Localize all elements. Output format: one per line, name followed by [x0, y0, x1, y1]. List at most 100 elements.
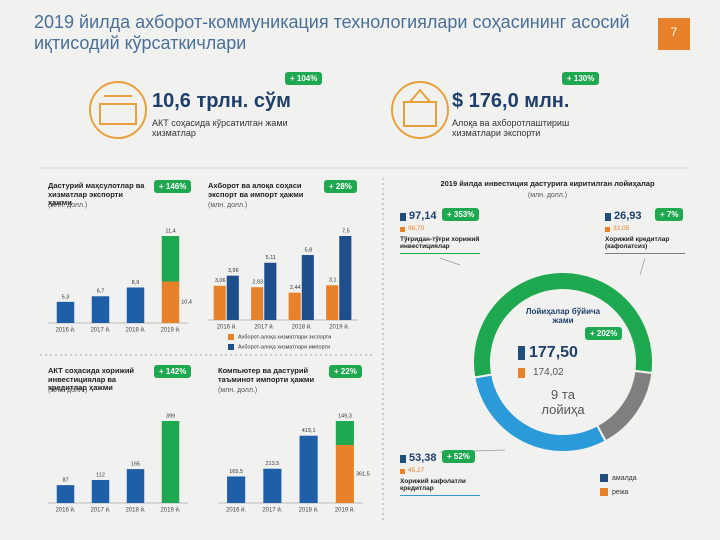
- secondary-label: 32,05: [613, 225, 630, 232]
- legend-label: Ахборот-алоқа хизматлари импорти: [238, 344, 330, 350]
- marker: [605, 227, 610, 232]
- page-number: 7: [670, 25, 678, 39]
- kpi-label: Алоқа ва ахборотлаштириш хизматлари эксп…: [452, 118, 570, 139]
- bar: [263, 468, 282, 503]
- value-label: 165: [131, 462, 140, 468]
- bar: [288, 292, 301, 320]
- connector: [639, 257, 646, 276]
- marker: [400, 469, 405, 474]
- marker: [518, 346, 525, 360]
- kpi-icon: [391, 81, 449, 139]
- value-label: 10,4: [181, 300, 192, 306]
- bar: [227, 476, 246, 503]
- x-tick-label: 2017 й.: [254, 324, 274, 331]
- legend-label: режа: [612, 489, 628, 496]
- bar: [126, 469, 145, 503]
- value-label: 11,4: [165, 228, 175, 234]
- badge: + 104%: [285, 72, 323, 85]
- chart-subtitle: (млн. долл.): [48, 202, 88, 209]
- value-label: 149,3: [338, 413, 352, 419]
- connector: [439, 257, 461, 266]
- marker: [400, 227, 405, 232]
- bar: [91, 479, 110, 503]
- x-tick-label: 2019 й.: [160, 327, 180, 334]
- legend-label: Ахборот-алоқа хизматлари экспорти: [238, 334, 331, 340]
- value-label: 2,93: [252, 280, 263, 286]
- chart-title: Компьютер ва дастурий таъминот импорти ҳ…: [218, 366, 315, 384]
- x-tick-label: 2016 й.: [217, 324, 237, 331]
- bar: [126, 287, 145, 323]
- value-label: 3,96: [228, 268, 239, 274]
- marker: [400, 213, 406, 221]
- value-label: 165,5: [229, 469, 243, 475]
- value-label: 2,44: [290, 285, 301, 291]
- kpi-value: 10,6 трлн. сўм: [152, 90, 291, 112]
- secondary-label: 96,70: [408, 225, 425, 232]
- bar: [56, 485, 75, 503]
- value-label: 53,38: [409, 452, 437, 464]
- center-total: 177,50: [529, 344, 578, 361]
- center-label: Лойиҳалар бўйича жами: [525, 307, 601, 326]
- value-label: 361,5: [356, 471, 370, 477]
- value-label: 213,5: [265, 461, 279, 467]
- value-label: 8,9: [132, 280, 140, 286]
- badge: + 146%: [154, 180, 192, 193]
- kpi-icon: [89, 81, 147, 139]
- bar: [264, 262, 277, 320]
- category-label: Тўғридан-тўғри хорижий инвестициялар: [400, 236, 480, 254]
- chart-subtitle: (млн. долл.): [48, 387, 88, 394]
- x-tick-label: 2018 й.: [292, 324, 312, 331]
- badge: + 202%: [585, 327, 623, 340]
- x-tick-label: 2016 й.: [55, 507, 75, 514]
- legend-swatch: [600, 474, 608, 482]
- value-label: 87: [62, 478, 68, 484]
- badge: + 142%: [154, 365, 192, 378]
- marker: [605, 213, 611, 221]
- kpi-value: $ 176,0 млн.: [452, 90, 570, 112]
- value-label: 3,06: [215, 278, 226, 284]
- x-tick-label: 2017 й.: [90, 327, 110, 334]
- value-label: 419,1: [302, 428, 316, 434]
- category-label: Хорижий кафолатли кредитлар: [400, 478, 480, 496]
- x-tick-label: 2019 й.: [329, 324, 349, 331]
- bar: [251, 287, 264, 320]
- x-tick-label: 2016 й.: [226, 507, 246, 514]
- chart-subtitle: (млн. долл.): [208, 202, 248, 209]
- x-tick-label: 2017 й.: [262, 507, 282, 514]
- marker: [400, 455, 406, 463]
- bar: [56, 301, 75, 323]
- x-tick-label: 2018 й.: [299, 507, 319, 514]
- page-title: 2019 йилда ахборот-коммуникация технолог…: [34, 12, 630, 53]
- x-tick-label: 2017 й.: [90, 507, 110, 514]
- bar: [161, 236, 180, 282]
- value-label: 399: [166, 413, 175, 419]
- value-label: 5,3: [62, 294, 70, 300]
- value-label: 7,5: [342, 228, 350, 234]
- bar: [213, 285, 226, 320]
- badge: + 22%: [329, 365, 362, 378]
- value-label: 3,1: [329, 278, 337, 284]
- value-label: 112: [96, 472, 105, 478]
- donut-segment: [473, 373, 608, 453]
- chart-title: 2019 йилда инвестиция дастурига киритилг…: [440, 179, 655, 188]
- bar: [91, 296, 110, 323]
- x-tick-label: 2018 й.: [125, 327, 145, 334]
- bar: [326, 285, 339, 320]
- chart-subtitle: (млн. долл.): [527, 192, 568, 199]
- x-tick-label: 2019 й.: [160, 507, 180, 514]
- secondary-label: 45,27: [408, 467, 425, 474]
- value-label: 97,14: [409, 210, 437, 222]
- center-projects: 9 та лойиҳа: [541, 387, 585, 417]
- legend-swatch: [228, 334, 234, 340]
- chart-title: Ахборот ва алоқа соҳаси экспорт ва импор…: [208, 181, 304, 199]
- value-label: 26,93: [614, 210, 642, 222]
- kpi-label: АКТ соҳасида кўрсатилган жами хизматлар: [152, 118, 288, 139]
- category-label: Хорижий кредитлар (кафолатсиз): [605, 236, 685, 254]
- legend-swatch: [228, 344, 234, 350]
- badge: + 353%: [442, 208, 480, 221]
- bar: [335, 421, 354, 445]
- chart-subtitle: (млн. долл.): [218, 387, 258, 394]
- bar: [161, 421, 180, 503]
- bar: [226, 275, 239, 320]
